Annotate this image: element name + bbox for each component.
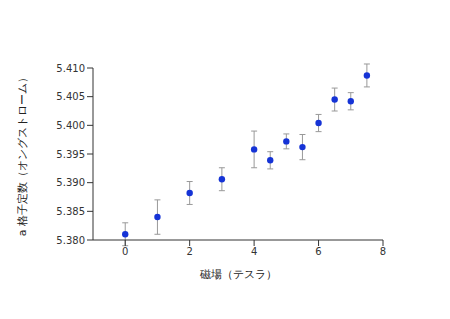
- svg-text:5.400: 5.400: [56, 120, 85, 131]
- svg-text:a 格子定数（オングストローム）: a 格子定数（オングストローム）: [16, 72, 29, 236]
- svg-text:6: 6: [315, 246, 321, 257]
- svg-text:5.385: 5.385: [56, 206, 85, 217]
- svg-text:5.410: 5.410: [56, 63, 85, 74]
- svg-text:5.405: 5.405: [56, 91, 85, 102]
- svg-text:2: 2: [186, 246, 192, 257]
- svg-text:0: 0: [122, 246, 128, 257]
- svg-text:5.395: 5.395: [56, 149, 85, 160]
- svg-text:8: 8: [380, 246, 386, 257]
- svg-text:磁場（テスラ）: 磁場（テスラ）: [199, 268, 277, 281]
- svg-text:4: 4: [251, 246, 257, 257]
- svg-text:5.380: 5.380: [56, 235, 85, 246]
- svg-text:5.390: 5.390: [56, 177, 85, 188]
